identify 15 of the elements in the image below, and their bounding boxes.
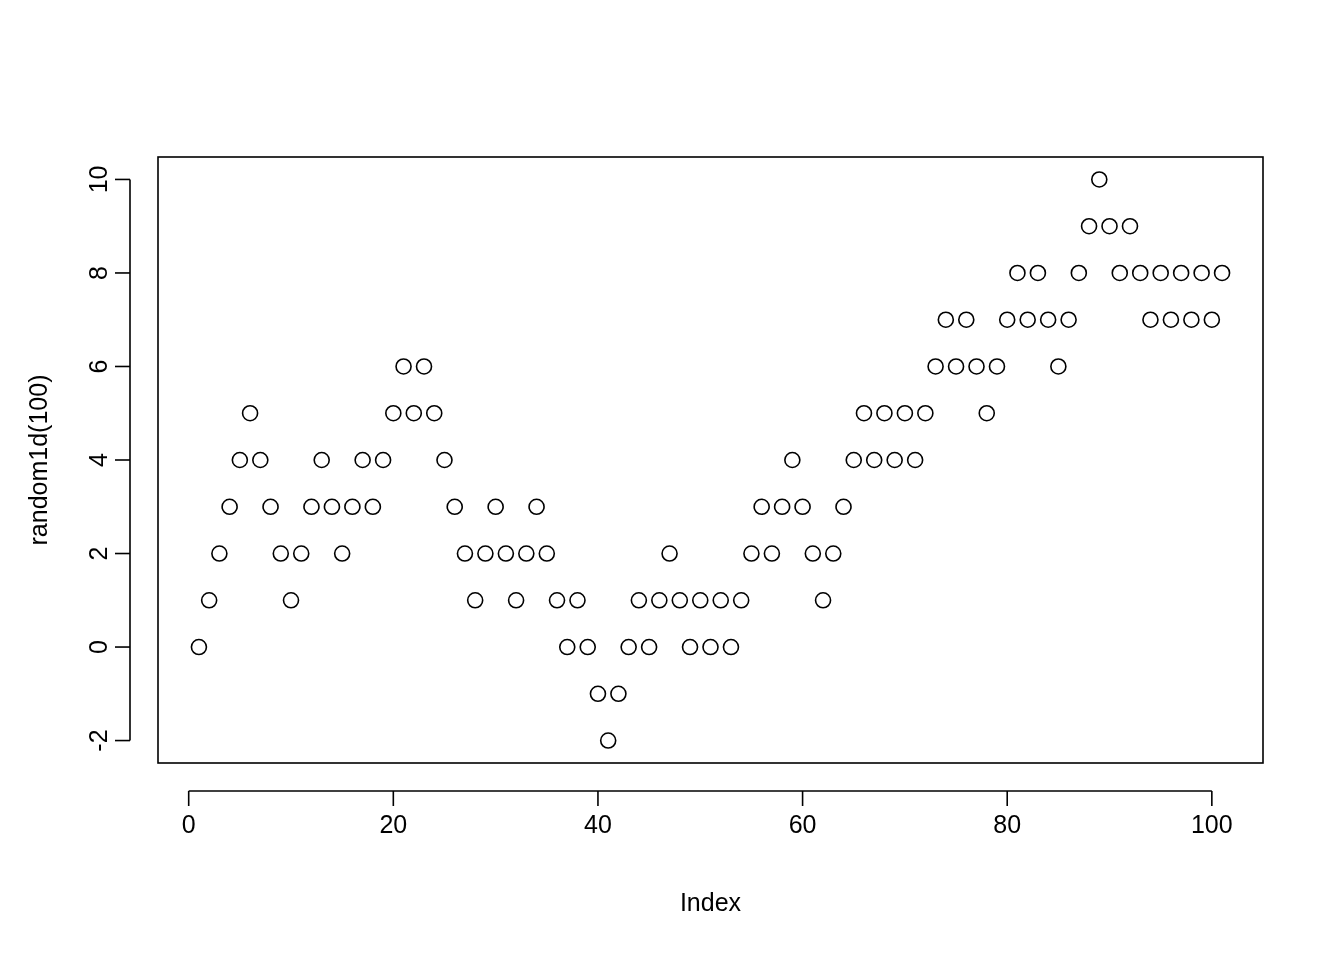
y-tick-label: 6 xyxy=(84,359,112,374)
x-tick-label: 40 xyxy=(584,810,612,838)
x-tick-label: 80 xyxy=(993,810,1022,838)
y-tick-label: -2 xyxy=(84,729,112,752)
y-tick-label: 8 xyxy=(84,266,112,280)
y-axis-title: random1d(100) xyxy=(24,374,52,546)
y-tick-label: 10 xyxy=(84,165,112,194)
y-tick-label: 4 xyxy=(84,452,112,467)
x-tick-label: 60 xyxy=(788,810,817,838)
y-tick-label: 0 xyxy=(84,640,112,654)
x-axis-title: Index xyxy=(679,888,742,916)
x-tick-label: 100 xyxy=(1190,810,1233,838)
y-tick-label: 2 xyxy=(84,546,112,561)
x-tick-label: 0 xyxy=(181,810,196,838)
x-tick-label: 20 xyxy=(379,810,408,838)
